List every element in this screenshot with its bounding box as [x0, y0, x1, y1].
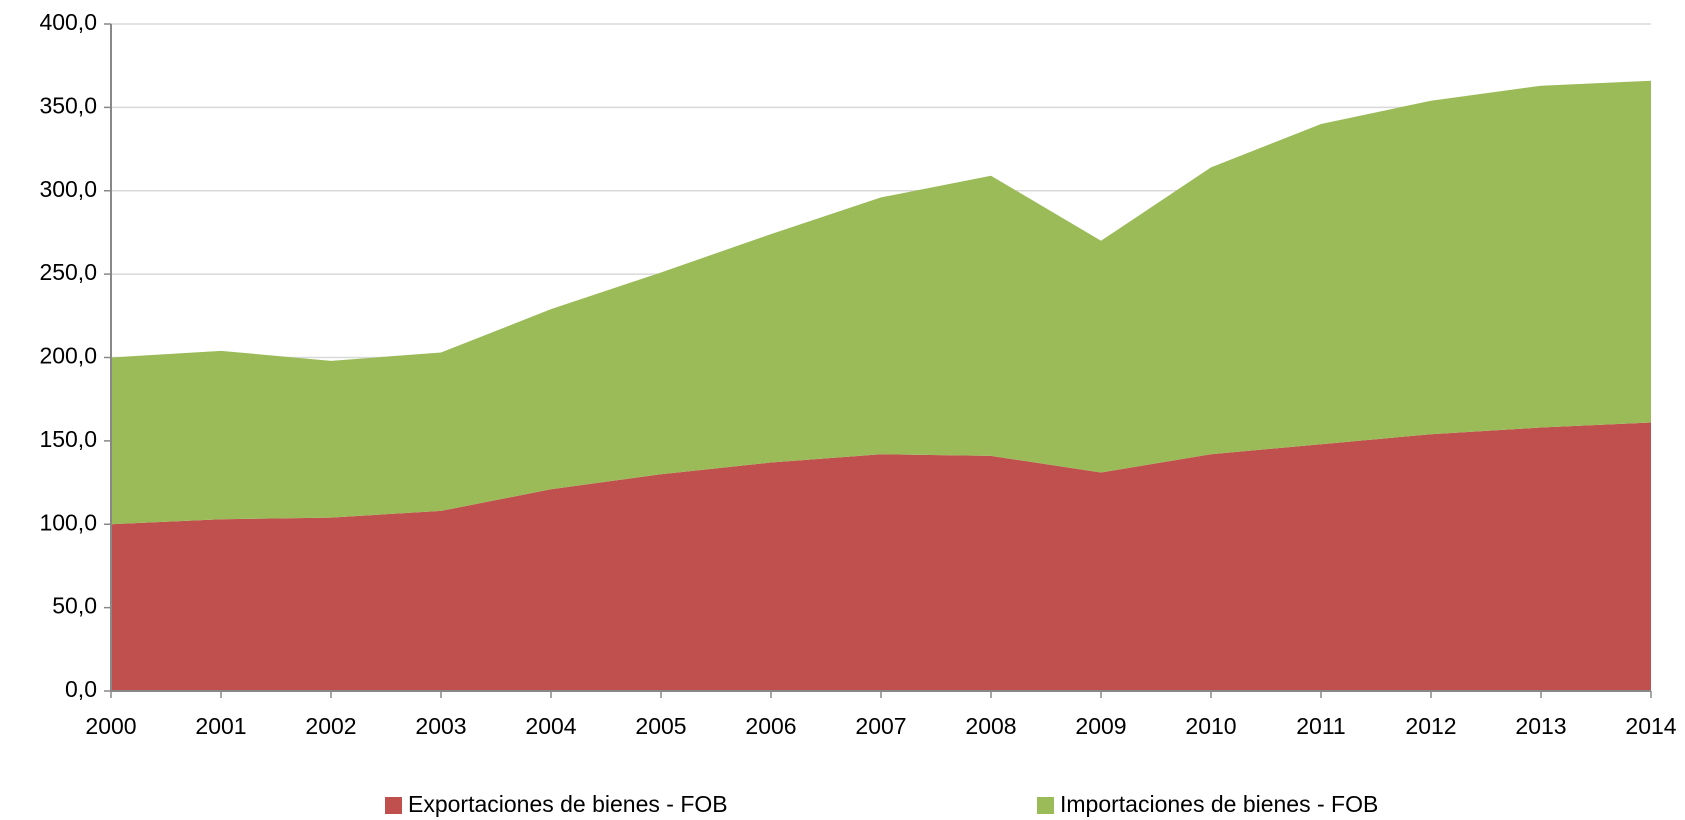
x-tick-label: 2006	[745, 713, 796, 739]
y-tick-label: 300,0	[39, 176, 97, 202]
area	[111, 422, 1651, 691]
x-tick-label: 2005	[635, 713, 686, 739]
y-tick-label: 200,0	[39, 343, 97, 369]
x-tick-label: 2003	[415, 713, 466, 739]
legend-label: Exportaciones de bienes - FOB	[408, 791, 728, 817]
x-tick-label: 2010	[1185, 713, 1236, 739]
legend-swatch	[1037, 797, 1054, 814]
x-tick-label: 2007	[855, 713, 906, 739]
x-tick-label: 2011	[1296, 713, 1345, 739]
area	[111, 80, 1651, 525]
legend-label: Importaciones de bienes - FOB	[1060, 791, 1378, 817]
y-tick-label: 400,0	[39, 9, 97, 35]
x-tick-label: 2009	[1075, 713, 1126, 739]
x-tick-label: 2014	[1625, 713, 1676, 739]
y-tick-label: 50,0	[52, 593, 97, 619]
y-tick-label: 150,0	[39, 426, 97, 452]
x-tick-label: 2000	[85, 713, 136, 739]
x-tick-label: 2008	[965, 713, 1016, 739]
x-tick-label: 2002	[305, 713, 356, 739]
y-tick-label: 350,0	[39, 92, 97, 118]
legend-swatch	[385, 797, 402, 814]
x-tick-label: 2012	[1405, 713, 1456, 739]
x-tick-label: 2001	[195, 713, 246, 739]
y-tick-label: 0,0	[65, 676, 97, 702]
x-tick-label: 2004	[525, 713, 576, 739]
y-tick-label: 250,0	[39, 259, 97, 285]
x-tick-label: 2013	[1515, 713, 1566, 739]
y-tick-label: 100,0	[39, 509, 97, 535]
